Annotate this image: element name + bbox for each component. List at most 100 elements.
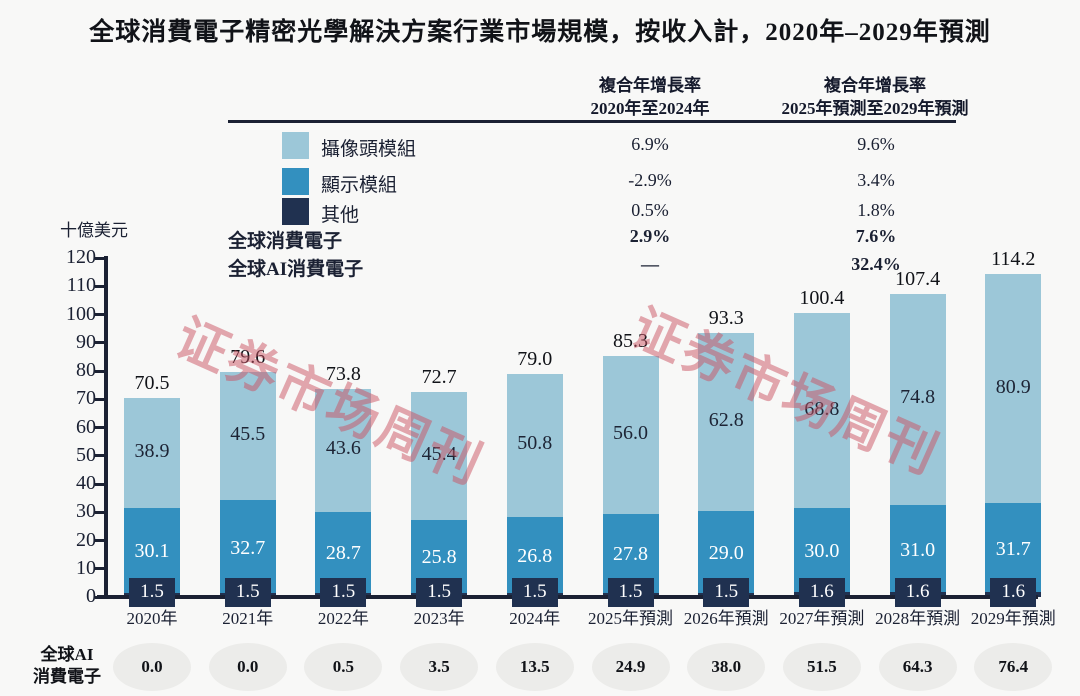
bar-total-label: 85.3 — [613, 330, 648, 353]
ai-consumer-electronics-value: 0.0 — [208, 643, 287, 691]
row-label: 其他 — [321, 205, 360, 226]
bar-segment-camera — [315, 388, 372, 512]
table-row: 全球AI消費電子 — 32.4% — [228, 252, 956, 280]
camera-segment-label: 56.0 — [613, 422, 648, 445]
bar-total-label: 93.3 — [708, 307, 744, 330]
display-segment-label: 31.0 — [900, 538, 936, 561]
x-axis-category-label: 2028年預測 — [875, 609, 961, 628]
display-segment-label: 30.1 — [134, 540, 170, 563]
bar-total-label: 70.5 — [134, 371, 170, 394]
display-segment-label: 28.7 — [325, 542, 361, 565]
cagr-value-2025-2029: 1.8% — [857, 200, 895, 220]
x-axis-category-label: 2023年 — [413, 609, 465, 628]
x-axis-category-label: 2025年預測 — [588, 609, 673, 628]
other-segment-label: 1.5 — [416, 578, 463, 607]
bar-segment-display — [889, 504, 946, 593]
camera-segment-label: 74.8 — [900, 386, 936, 409]
cagr-value-2025-2029: 3.4% — [857, 170, 895, 190]
legend-swatch — [282, 132, 309, 159]
camera-segment-label: 43.6 — [325, 437, 361, 460]
ai-consumer-electronics-value: 76.4 — [974, 643, 1053, 691]
camera-segment-label: 45.4 — [421, 442, 457, 465]
x-axis-category-label: 2026年預測 — [683, 609, 769, 628]
display-segment-label: 30.0 — [804, 540, 840, 563]
y-axis-tick-label: 20 — [76, 528, 96, 551]
y-axis-tick-label: 30 — [76, 500, 96, 523]
bar-segment-camera — [602, 356, 659, 515]
bar-total-label: 114.2 — [991, 248, 1036, 271]
cagr-value-2020-2024: 0.5% — [631, 200, 669, 220]
bar-total-label: 79.0 — [517, 347, 553, 370]
y-axis-tick-label: 40 — [76, 472, 96, 494]
y-axis-tick-label: 80 — [76, 359, 96, 381]
bar-segment-camera — [889, 293, 946, 505]
camera-segment-label: 45.5 — [230, 423, 266, 446]
cagr-value-2025-2029: 32.4% — [851, 254, 901, 274]
ai-row-label: 全球AI 消費電子 — [33, 645, 101, 686]
y-axis-tick — [95, 426, 105, 429]
y-axis-tick — [95, 567, 105, 571]
ai-consumer-electronics-value: 24.9 — [591, 643, 670, 691]
ai-consumer-electronics-value: 0.5 — [304, 643, 383, 691]
bar-segment-camera — [793, 313, 850, 508]
x-axis-category-label: 2020年 — [126, 609, 178, 628]
table-row: 攝像頭模組 6.9% 9.6% — [228, 132, 956, 160]
header-divider — [228, 120, 956, 123]
ai-consumer-electronics-value: 0.0 — [113, 643, 191, 691]
legend-swatch — [282, 168, 309, 195]
y-axis-tick-label: 60 — [76, 415, 96, 438]
other-segment-label: 1.5 — [320, 578, 367, 607]
cagr-value-2020-2024: 2.9% — [629, 226, 671, 246]
y-axis-tick — [95, 482, 105, 486]
display-segment-label: 27.8 — [613, 543, 648, 566]
y-axis-tick — [95, 454, 105, 458]
y-axis-tick-label: 70 — [76, 387, 96, 410]
ai-consumer-electronics-value: 51.5 — [782, 643, 861, 691]
x-axis-line — [97, 595, 1038, 599]
table-row: 其他 0.5% 1.8% — [228, 198, 956, 226]
camera-segment-label: 62.8 — [708, 409, 744, 432]
bar-segment-display — [985, 502, 1042, 593]
y-axis-tick-label: 110 — [66, 274, 96, 297]
legend-swatch — [282, 198, 309, 225]
cagr-header-2025-2029: 複合年增長率 2025年預測至2029年預測 — [781, 76, 969, 118]
cagr-header-2020-2024: 複合年增長率 2020年至2024年 — [590, 76, 710, 118]
x-axis-category-label: 2027年預測 — [779, 609, 865, 628]
cagr-value-2020-2024: — — [641, 254, 659, 274]
cagr-value-2020-2024: -2.9% — [628, 170, 672, 190]
x-axis-category-label: 2021年 — [222, 609, 274, 628]
other-segment-label: 1.5 — [607, 578, 654, 607]
y-axis-unit-label: 十億美元 — [60, 221, 128, 240]
other-segment-label: 1.5 — [511, 578, 558, 607]
y-axis-tick-label: 90 — [76, 330, 96, 353]
display-segment-label: 25.8 — [421, 546, 457, 569]
ai-consumer-electronics-value: 64.3 — [878, 643, 957, 691]
other-segment-label: 1.6 — [894, 578, 941, 607]
bar-total-label: 73.8 — [325, 362, 361, 385]
other-segment-label: 1.5 — [129, 578, 175, 607]
bar-segment-camera — [506, 373, 563, 518]
x-axis-category-label: 2022年 — [317, 609, 369, 628]
y-axis-tick-label: 50 — [76, 443, 96, 466]
x-axis-category-label: 2024年 — [509, 609, 561, 628]
y-axis-tick — [95, 341, 105, 345]
camera-segment-label: 50.8 — [517, 432, 553, 455]
bar-segment-display — [219, 500, 276, 593]
row-label: 顯示模組 — [321, 175, 398, 196]
y-axis-tick-label: 10 — [76, 556, 96, 579]
y-axis-line — [104, 256, 108, 597]
bar-segment-camera — [698, 333, 755, 511]
bar-segment-camera — [411, 391, 468, 520]
y-axis-tick — [95, 313, 105, 316]
y-axis-tick — [95, 284, 105, 288]
table-row: 顯示模組 -2.9% 3.4% — [228, 168, 956, 196]
bar-total-label: 107.4 — [895, 267, 941, 290]
y-axis-tick — [95, 539, 105, 542]
ai-consumer-electronics-value: 38.0 — [687, 643, 766, 691]
row-label: 全球消費電子 — [228, 231, 343, 252]
cagr-value-2025-2029: 7.6% — [855, 226, 897, 246]
other-segment-label: 1.6 — [990, 578, 1037, 607]
y-axis-tick-label: 0 — [86, 585, 96, 607]
y-axis-tick — [95, 256, 105, 260]
